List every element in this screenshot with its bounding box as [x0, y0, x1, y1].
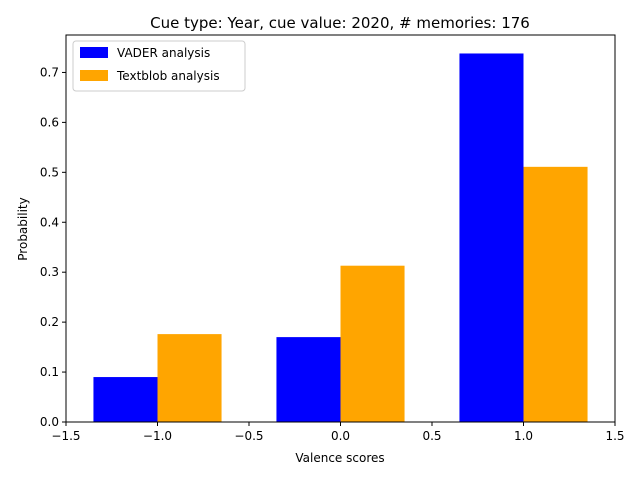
bar-textblob-0 — [157, 334, 222, 422]
bar-vader-0 — [93, 377, 158, 422]
legend-frame — [72, 40, 246, 92]
x-axis-label: Valence scores — [295, 451, 384, 465]
y-tick-label: 0.1 — [40, 365, 59, 379]
bar-vader-2 — [459, 53, 524, 422]
y-tick-label: 0.3 — [40, 265, 59, 279]
x-tick-label: 1.5 — [605, 429, 624, 443]
y-tick-label: 0.4 — [40, 215, 59, 229]
chart-title: Cue type: Year, cue value: 2020, # memor… — [150, 14, 530, 32]
y-tick-label: 0.6 — [40, 115, 59, 129]
x-tick-label: 1.0 — [514, 429, 533, 443]
bars — [93, 53, 588, 422]
legend: VADER analysis Textblob analysis — [72, 40, 246, 92]
y-tick-label: 0.0 — [40, 415, 59, 429]
legend-label-vader: VADER analysis — [117, 46, 210, 60]
y-tick-label: 0.5 — [40, 165, 59, 179]
y-axis-ticks: 0.0 0.1 0.2 0.3 0.4 0.5 0.6 0.7 — [40, 65, 66, 429]
bar-vader-1 — [276, 337, 341, 422]
y-tick-label: 0.7 — [40, 65, 59, 79]
legend-swatch-vader — [80, 47, 108, 58]
x-tick-label: 0.5 — [422, 429, 441, 443]
y-tick-label: 0.2 — [40, 315, 59, 329]
x-tick-label: 0.0 — [331, 429, 350, 443]
x-tick-label: −1.0 — [143, 429, 172, 443]
y-axis-label: Probability — [16, 197, 30, 260]
bar-textblob-2 — [523, 166, 588, 422]
plot-frame — [65, 34, 616, 423]
x-tick-label: −0.5 — [234, 429, 263, 443]
legend-swatch-textblob — [80, 70, 108, 81]
x-tick-label: −1.5 — [51, 429, 80, 443]
bar-textblob-1 — [340, 265, 405, 422]
x-axis-ticks: −1.5 −1.0 −0.5 0.0 0.5 1.0 1.5 — [51, 422, 625, 443]
legend-label-textblob: Textblob analysis — [116, 69, 220, 83]
